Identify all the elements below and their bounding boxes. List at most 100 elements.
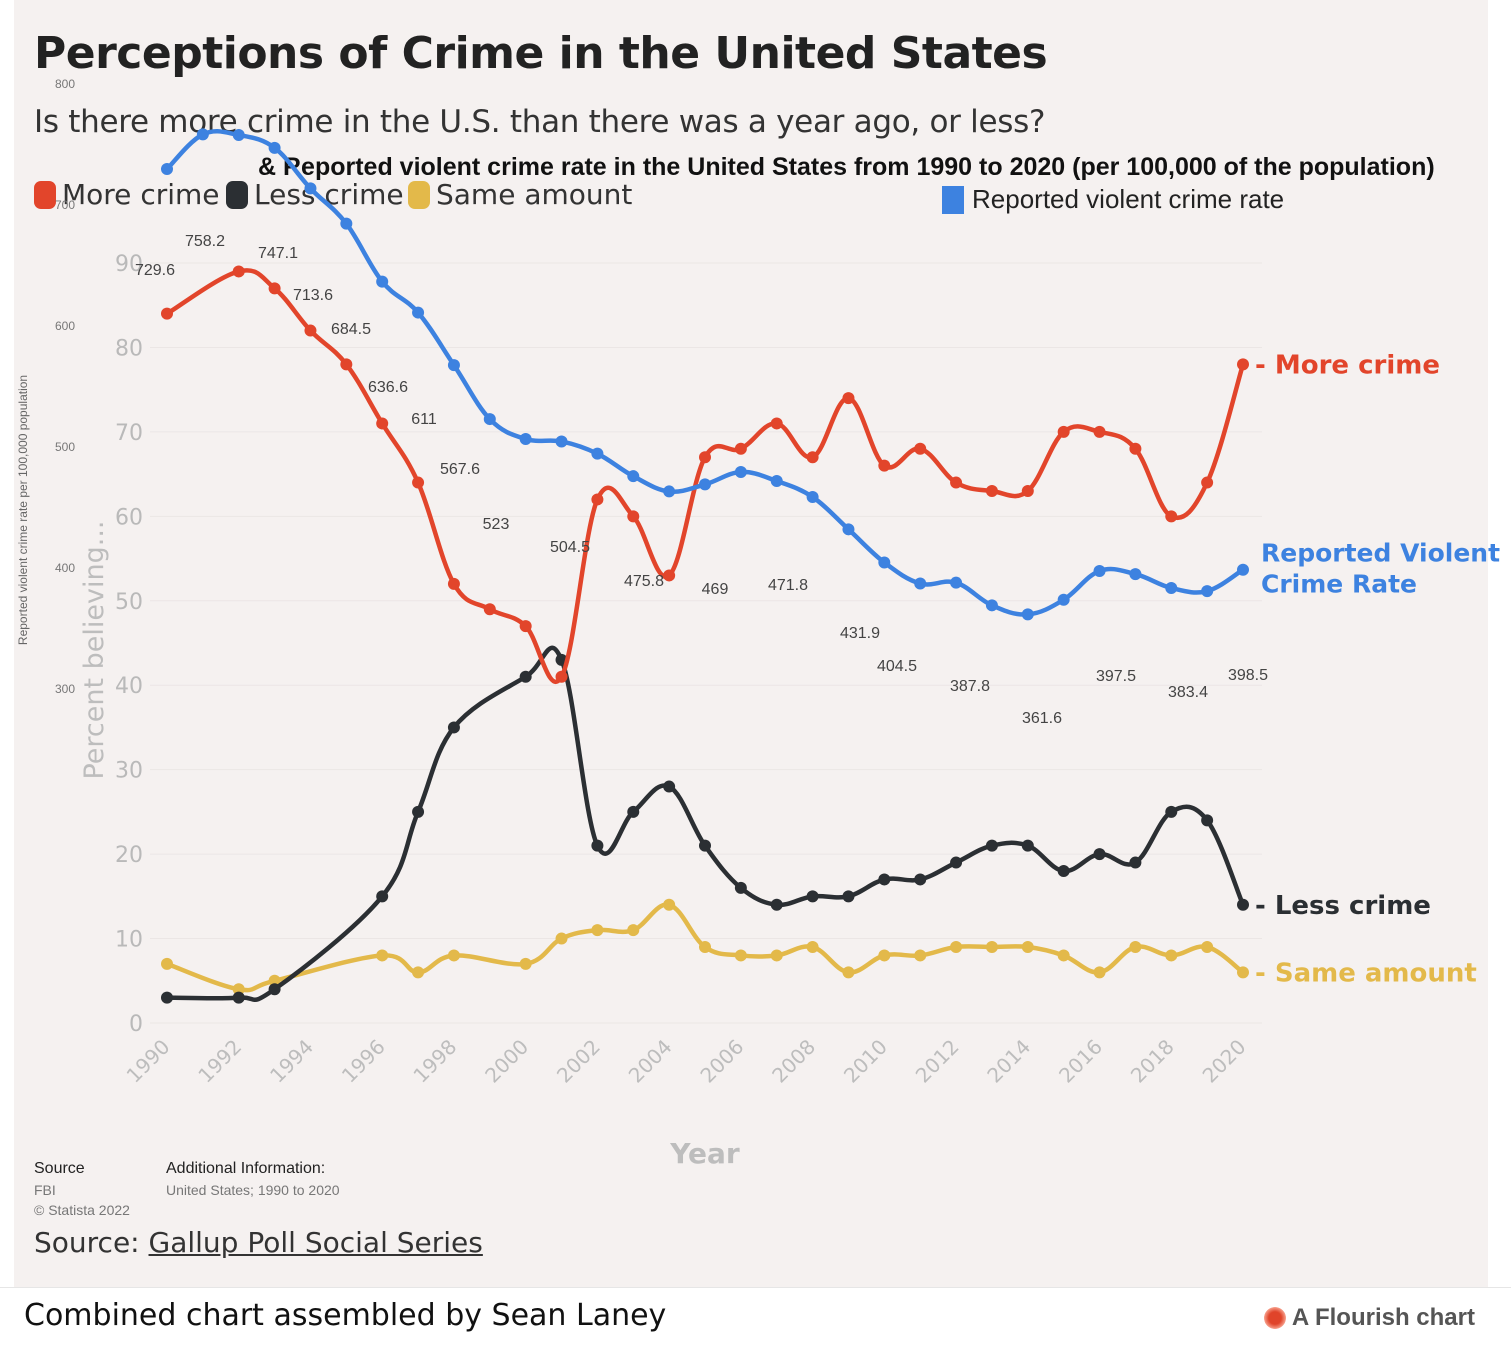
point-less-2002 — [591, 839, 604, 852]
point-more-2017 — [1129, 442, 1142, 455]
point-less-2017 — [1129, 856, 1142, 869]
y-axis-label-rate: Reported violent crime rate per 100,000 … — [16, 375, 30, 645]
point-rate-1991 — [196, 128, 209, 141]
point-same-1990 — [161, 957, 173, 970]
end-label-rate-line1: Reported Violent — [1261, 539, 1500, 568]
rate-label-2003: 475.8 — [624, 573, 664, 590]
point-more-2005 — [699, 451, 711, 464]
point-same-1996 — [376, 949, 389, 962]
point-less-2020 — [1237, 898, 1249, 911]
point-more-2012 — [950, 476, 963, 489]
percent-tick-50: 50 — [115, 590, 143, 615]
x-tick-2010: 2010 — [839, 1035, 892, 1088]
point-more-1995 — [340, 358, 353, 371]
chart-plot: 0 10 20 30 40 50 60 70 80 90 300 400 500 600 700 800 Per… — [16, 77, 1500, 1170]
point-rate-2005 — [699, 478, 711, 491]
rate-label-1991: 758.2 — [185, 233, 225, 250]
rate-label-1999: 523 — [483, 516, 510, 533]
point-rate-2003 — [627, 470, 640, 483]
point-more-2019 — [1201, 476, 1214, 489]
point-rate-2013 — [985, 599, 998, 612]
rate-label-1994: 713.6 — [293, 287, 333, 304]
gallup-source: Source: Gallup Poll Social Series — [34, 1226, 483, 1259]
rate-label-2016: 397.5 — [1096, 668, 1136, 685]
legend-item-same[interactable]: Same amount — [408, 178, 632, 211]
point-more-2010 — [878, 459, 891, 472]
rate-tick-300: 300 — [55, 682, 75, 696]
point-less-2015 — [1057, 865, 1070, 877]
chart-subtitle-secondary: & Reported violent crime rate in the Uni… — [258, 153, 1435, 181]
percent-tick-70: 70 — [115, 421, 143, 446]
point-rate-2014 — [1021, 608, 1034, 621]
rate-label-2018: 383.4 — [1168, 684, 1208, 701]
point-rate-2002 — [591, 447, 604, 460]
x-tick-2016: 2016 — [1054, 1035, 1107, 1088]
point-less-2008 — [806, 890, 819, 903]
point-more-2015 — [1057, 425, 1070, 438]
point-rate-2012 — [950, 576, 963, 589]
series-line-rate — [164, 129, 1246, 617]
point-more-2013 — [985, 485, 998, 497]
rate-swatch — [942, 185, 964, 214]
legend-item-more[interactable]: More crime — [34, 178, 220, 211]
percent-tick-0: 0 — [129, 1012, 143, 1037]
point-same-2016 — [1093, 966, 1106, 979]
point-rate-2010 — [878, 556, 891, 569]
point-rate-2000 — [519, 433, 532, 446]
point-less-2014 — [1021, 839, 1034, 852]
point-more-2004 — [663, 569, 676, 582]
footer-credit: Combined chart assembled by Sean Laney — [24, 1298, 667, 1333]
point-less-2004 — [663, 780, 676, 793]
flourish-link[interactable]: A Flourish chart — [1263, 1304, 1475, 1332]
point-more-2007 — [770, 417, 783, 430]
point-same-2008 — [806, 941, 819, 953]
rate-label-2001: 504.5 — [550, 539, 590, 556]
rate-label-2007: 471.8 — [768, 577, 808, 594]
additional-info-label: Additional Information: — [166, 1160, 326, 1177]
percent-tick-10: 10 — [115, 928, 143, 953]
percent-tick-40: 40 — [115, 674, 143, 699]
rate-tick-800: 800 — [55, 77, 75, 91]
percent-tick-90: 90 — [115, 252, 143, 277]
legend-item-rate[interactable]: Reported violent crime rate — [942, 184, 1284, 215]
point-same-2005 — [699, 941, 711, 953]
point-less-1996 — [376, 890, 389, 903]
point-more-1998 — [447, 577, 460, 590]
x-tick-2020: 2020 — [1198, 1035, 1251, 1088]
point-rate-2015 — [1057, 593, 1070, 606]
footer-bar — [0, 1287, 1511, 1345]
x-tick-1994: 1994 — [265, 1035, 318, 1088]
point-same-2006 — [734, 949, 747, 962]
flourish-icon — [1263, 1307, 1286, 1329]
point-same-2013 — [985, 941, 998, 953]
point-same-2011 — [914, 949, 927, 962]
point-rate-1992 — [232, 129, 245, 142]
point-less-2010 — [878, 873, 891, 886]
x-tick-1996: 1996 — [337, 1035, 390, 1088]
point-same-2019 — [1201, 941, 1214, 953]
point-rate-1995 — [340, 217, 353, 230]
point-more-1996 — [376, 417, 389, 430]
point-rate-2018 — [1165, 582, 1178, 595]
point-more-2009 — [842, 392, 855, 405]
gallup-source-prefix: Source: — [34, 1226, 149, 1259]
point-rate-1990 — [161, 163, 173, 176]
rate-tick-500: 500 — [55, 440, 75, 454]
end-label-same: - Same amount — [1255, 958, 1477, 988]
x-tick-1990: 1990 — [122, 1035, 175, 1088]
gallup-source-link[interactable]: Gallup Poll Social Series — [148, 1226, 483, 1259]
source-label: Source — [34, 1160, 85, 1177]
point-rate-2020 — [1237, 563, 1249, 576]
point-less-2005 — [699, 839, 711, 852]
point-more-2020 — [1237, 358, 1249, 371]
rate-label-1995: 684.5 — [331, 321, 371, 338]
point-rate-2008 — [806, 491, 819, 504]
point-more-2006 — [734, 442, 747, 455]
x-tick-2008: 2008 — [767, 1035, 820, 1088]
point-less-2018 — [1165, 805, 1178, 818]
legend-label-rate: Reported violent crime rate — [972, 184, 1285, 214]
point-rate-1996 — [376, 275, 389, 288]
point-same-2020 — [1237, 966, 1249, 979]
legend-item-less[interactable]: Less crime — [226, 178, 404, 211]
point-same-1998 — [447, 949, 460, 962]
